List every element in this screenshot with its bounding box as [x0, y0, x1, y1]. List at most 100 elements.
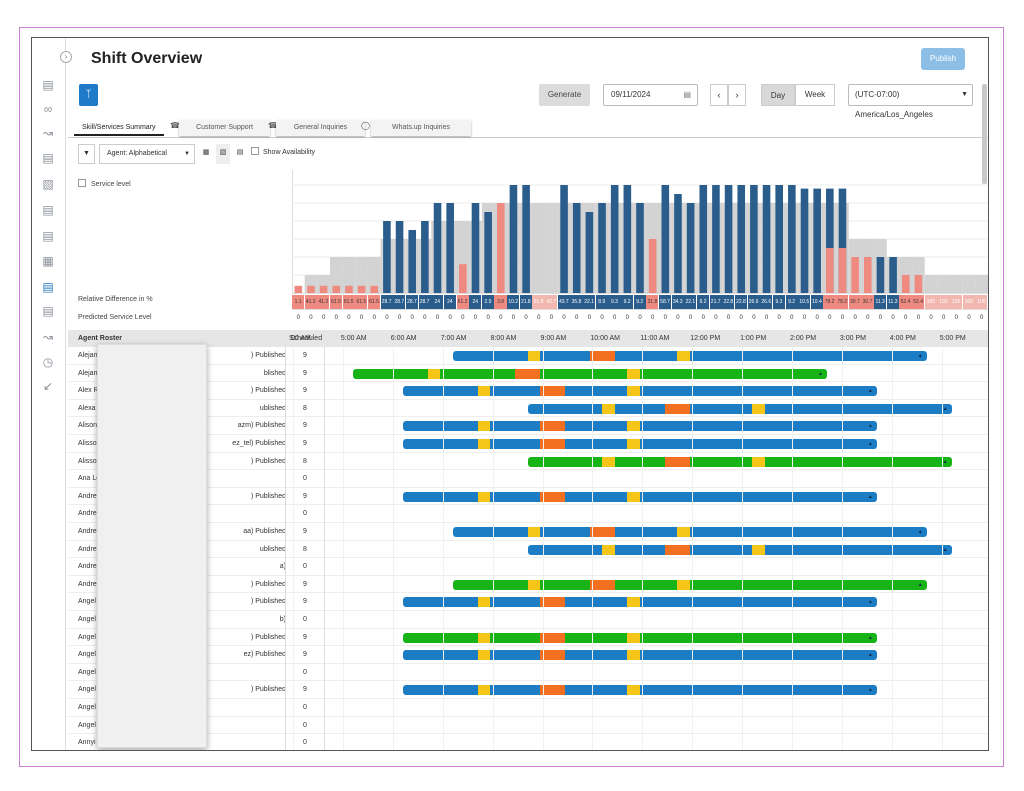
agent-name[interactable]: Angel: [78, 651, 96, 659]
lunch-segment[interactable]: [539, 439, 565, 449]
understaffed-bar[interactable]: [648, 239, 657, 293]
scheduled-bar[interactable]: [800, 188, 809, 293]
understaffed-bar[interactable]: [459, 264, 467, 293]
scheduled-bar[interactable]: [446, 203, 454, 293]
lunch-segment[interactable]: [539, 632, 565, 643]
agent-row[interactable]: Alisso) Published 8 ▲: [68, 452, 988, 471]
break-segment[interactable]: [627, 650, 640, 661]
break-segment[interactable]: [602, 456, 615, 467]
understaffed-bar[interactable]: [914, 275, 923, 293]
break-segment[interactable]: [627, 685, 640, 696]
day-view-button[interactable]: Day: [761, 84, 795, 106]
agent-name[interactable]: Andre: [78, 580, 97, 588]
break-segment[interactable]: [627, 368, 640, 379]
agent-row[interactable]: Angel 0: [68, 663, 988, 682]
break-segment[interactable]: [602, 403, 615, 414]
scheduled-bar[interactable]: [383, 221, 391, 293]
agent-row[interactable]: Andre) Published 9 ▲: [68, 487, 988, 506]
agent-name[interactable]: Andre: [78, 492, 97, 500]
agent-row[interactable]: Angel) Published 9 ▲: [68, 681, 988, 699]
break-segment[interactable]: [477, 439, 491, 449]
break-segment[interactable]: [477, 597, 491, 608]
shift-bar[interactable]: ▲: [452, 579, 927, 590]
tab-general-inquiries[interactable]: General Inquiries: [276, 120, 365, 136]
agent-row[interactable]: Annyi 0: [68, 734, 988, 750]
agent-name[interactable]: Angel: [78, 633, 96, 641]
scheduled-bar[interactable]: [876, 257, 885, 293]
break-segment[interactable]: [752, 456, 765, 467]
lunch-segment[interactable]: [664, 403, 690, 414]
agent-row[interactable]: Angel ez) Published 9 ▲: [68, 646, 988, 664]
break-segment[interactable]: [677, 351, 690, 361]
calendar-icon[interactable]: ▤: [42, 304, 54, 318]
lunch-segment[interactable]: [589, 579, 615, 590]
lunch-segment[interactable]: [664, 544, 690, 555]
scheduled-bar[interactable]: [699, 185, 708, 293]
lunch-segment[interactable]: [589, 527, 615, 537]
break-segment[interactable]: [627, 421, 640, 432]
scheduled-bar[interactable]: [598, 203, 606, 293]
agent-row[interactable]: Angel 0: [68, 699, 988, 717]
agent-row[interactable]: Andre 0: [68, 505, 988, 523]
table-view-icon[interactable]: ▦: [199, 144, 213, 164]
week-view-button[interactable]: Week: [795, 84, 835, 106]
agent-name[interactable]: Alejan: [78, 352, 98, 359]
tab-whatsup-inquiries[interactable]: Whats.up Inquiries: [371, 120, 471, 136]
break-segment[interactable]: [477, 386, 491, 397]
shift-bar[interactable]: ▲: [402, 491, 877, 502]
understaffed-bar[interactable]: [307, 285, 315, 293]
shift-bar[interactable]: ▲: [402, 685, 877, 696]
shift-bar[interactable]: ▲: [452, 527, 927, 537]
lunch-segment[interactable]: [539, 386, 565, 397]
clock-icon[interactable]: ◷: [42, 355, 54, 369]
scheduled-bar[interactable]: [636, 203, 644, 293]
chart-view-icon[interactable]: ▧: [216, 144, 230, 164]
agent-row[interactable]: Andre ublished 8 ▲: [68, 540, 988, 559]
scheduled-bar[interactable]: [737, 185, 746, 293]
shift-bar[interactable]: ▲: [352, 368, 827, 379]
agent-name[interactable]: Angel: [78, 598, 96, 606]
scheduled-bar[interactable]: [623, 185, 632, 293]
agent-name[interactable]: Andre: [78, 528, 97, 535]
break-segment[interactable]: [477, 421, 491, 432]
understaffed-bar[interactable]: [851, 257, 859, 293]
break-segment[interactable]: [477, 650, 491, 661]
agent-row[interactable]: Alison azm) Published 9 ▲: [68, 417, 988, 435]
scheduled-bar[interactable]: [813, 188, 821, 293]
scheduled-bar[interactable]: [661, 185, 670, 293]
vertical-scrollbar[interactable]: [982, 84, 987, 184]
break-segment[interactable]: [627, 632, 640, 643]
break-segment[interactable]: [602, 544, 615, 555]
shift-bar[interactable]: ▲: [452, 351, 927, 361]
grid-icon[interactable]: ▦: [42, 254, 54, 268]
scheduled-bar[interactable]: [889, 257, 897, 293]
scheduled-bar[interactable]: [674, 194, 682, 293]
agent-name[interactable]: Alejan: [78, 369, 98, 377]
scenario-button[interactable]: ᛉ: [79, 84, 98, 106]
understaffed-bar[interactable]: [826, 248, 834, 293]
scheduled-bar[interactable]: [610, 185, 619, 293]
lunch-segment[interactable]: [515, 368, 540, 379]
break-segment[interactable]: [677, 527, 690, 537]
line-chart-icon[interactable]: ↝: [42, 126, 54, 140]
scheduled-bar[interactable]: [408, 230, 417, 293]
break-segment[interactable]: [752, 544, 765, 555]
understaffed-bar[interactable]: [294, 285, 303, 293]
agent-row[interactable]: Alejan) Published 9 ▲: [68, 347, 988, 365]
shift-bar[interactable]: ▲: [402, 597, 877, 608]
calendar-icon[interactable]: ▤: [683, 90, 691, 99]
lunch-segment[interactable]: [539, 650, 565, 661]
date-picker[interactable]: 09/11/2024 ▤: [603, 84, 698, 106]
break-segment[interactable]: [627, 491, 640, 502]
break-segment[interactable]: [527, 579, 540, 590]
stack-icon[interactable]: ▤: [42, 151, 54, 165]
agent-row[interactable]: Alex R) Published 9 ▲: [68, 382, 988, 400]
agent-roster-header[interactable]: Agent Roster: [78, 335, 122, 342]
publish-button[interactable]: Publish: [921, 48, 965, 70]
break-segment[interactable]: [477, 685, 491, 696]
scheduled-bar[interactable]: [509, 185, 518, 293]
agent-name[interactable]: Angel: [78, 616, 96, 623]
shift-bar[interactable]: ▲: [527, 403, 952, 414]
lunch-segment[interactable]: [539, 597, 565, 608]
break-segment[interactable]: [477, 632, 491, 643]
